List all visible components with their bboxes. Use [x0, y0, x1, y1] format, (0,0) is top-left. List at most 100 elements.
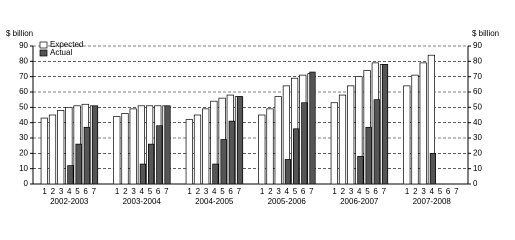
bar [347, 85, 355, 185]
x-tick-label: 3 [204, 187, 209, 196]
bar [121, 113, 129, 185]
y2-tick-label: 40 [473, 118, 482, 127]
y2-tick-label: 60 [473, 87, 482, 96]
bar [236, 96, 244, 185]
bar [330, 102, 338, 185]
bar [274, 96, 282, 185]
bar [293, 128, 300, 185]
x-tick-label: 3 [349, 187, 354, 196]
y-tick-label: 40 [19, 118, 28, 127]
x-tick-label: 3 [131, 187, 136, 196]
bar [83, 126, 90, 185]
y-tick-label: 70 [19, 72, 28, 81]
bar [75, 143, 82, 185]
x-tick-label: 6 [156, 187, 161, 196]
bar [202, 108, 210, 185]
y2-tick-label: 90 [473, 41, 482, 50]
legend-swatch [39, 49, 48, 57]
x-tick-label: 5 [365, 187, 370, 196]
x-tick-label: 5 [75, 187, 80, 196]
bar [309, 71, 316, 185]
x-tick-label: 5 [148, 187, 153, 196]
x-tick-label: 4 [285, 187, 290, 196]
bar [48, 114, 57, 185]
x-group-label: 2007-2008 [413, 197, 452, 206]
x-tick-label: 7 [382, 187, 387, 196]
bar [193, 114, 202, 185]
chart: $ billion $ billion 0 0 10 10 20 20 30 30 40 40 50… [6, 29, 499, 206]
bar [67, 165, 74, 185]
x-tick-label: 5 [438, 187, 443, 196]
x-tick-label: 4 [212, 187, 217, 196]
legend-label: Actual [50, 48, 72, 57]
legend-swatch [39, 41, 48, 49]
y-tick-label: 30 [19, 133, 28, 142]
bar [301, 102, 308, 185]
x-tick-label: 2 [413, 187, 418, 196]
y2-axis-title: $ billion [472, 29, 499, 38]
bar [148, 143, 155, 185]
bar [139, 163, 146, 185]
x-tick-label: 6 [446, 187, 451, 196]
y-tick-label: 60 [19, 87, 28, 96]
bar [228, 120, 235, 185]
x-tick-label: 1 [42, 187, 47, 196]
x-tick-label: 1 [187, 187, 192, 196]
bar [373, 99, 380, 185]
bar [220, 139, 227, 185]
y-tick-label: 80 [19, 56, 28, 65]
legend-label: Expected [50, 40, 83, 49]
x-tick-label: 2 [123, 187, 128, 196]
x-tick-label: 2 [341, 187, 346, 196]
y-tick-label: 10 [19, 164, 28, 173]
x-tick-label: 1 [405, 187, 410, 196]
x-tick-label: 4 [67, 187, 72, 196]
y-tick-label: 90 [19, 41, 28, 50]
x-tick-label: 7 [309, 187, 314, 196]
bar [113, 116, 121, 185]
y-axis-title: $ billion [6, 29, 33, 38]
x-tick-label: 4 [357, 187, 362, 196]
x-tick-label: 5 [293, 187, 298, 196]
x-tick-label: 3 [421, 187, 426, 196]
bar [411, 74, 419, 185]
y2-tick-label: 20 [473, 148, 482, 157]
x-tick-label: 1 [115, 187, 120, 196]
bar [57, 110, 65, 185]
x-tick-label: 6 [228, 187, 233, 196]
bar [258, 114, 266, 185]
x-group-label: 2002-2003 [50, 197, 89, 206]
x-tick-label: 1 [332, 187, 337, 196]
x-group-label: 2005-2006 [268, 197, 307, 206]
x-tick-label: 3 [59, 187, 64, 196]
bar [164, 105, 171, 185]
x-tick-label: 6 [83, 187, 88, 196]
y-tick-label: 50 [19, 102, 28, 111]
y2-tick-label: 70 [473, 72, 482, 81]
x-tick-label: 3 [276, 187, 281, 196]
x-group-label: 2003-2004 [123, 197, 162, 206]
bar [91, 105, 99, 185]
x-tick-label: 7 [454, 187, 459, 196]
bar [338, 94, 347, 185]
bar [365, 126, 372, 185]
y-tick-label: 0 [24, 179, 29, 188]
bar [381, 64, 389, 185]
bar [212, 163, 219, 185]
bar [419, 62, 427, 185]
y2-tick-label: 10 [473, 164, 482, 173]
x-tick-label: 4 [430, 187, 435, 196]
bar [185, 119, 193, 185]
y2-tick-label: 0 [473, 179, 478, 188]
bar [156, 125, 163, 185]
x-tick-label: 7 [92, 187, 97, 196]
x-tick-label: 5 [220, 187, 225, 196]
x-tick-label: 6 [373, 187, 378, 196]
x-tick-label: 2 [51, 187, 56, 196]
y-tick-label: 20 [19, 148, 28, 157]
bar [403, 85, 411, 185]
x-tick-label: 4 [140, 187, 145, 196]
bar [429, 152, 436, 185]
x-tick-label: 7 [237, 187, 242, 196]
bar [284, 159, 291, 185]
